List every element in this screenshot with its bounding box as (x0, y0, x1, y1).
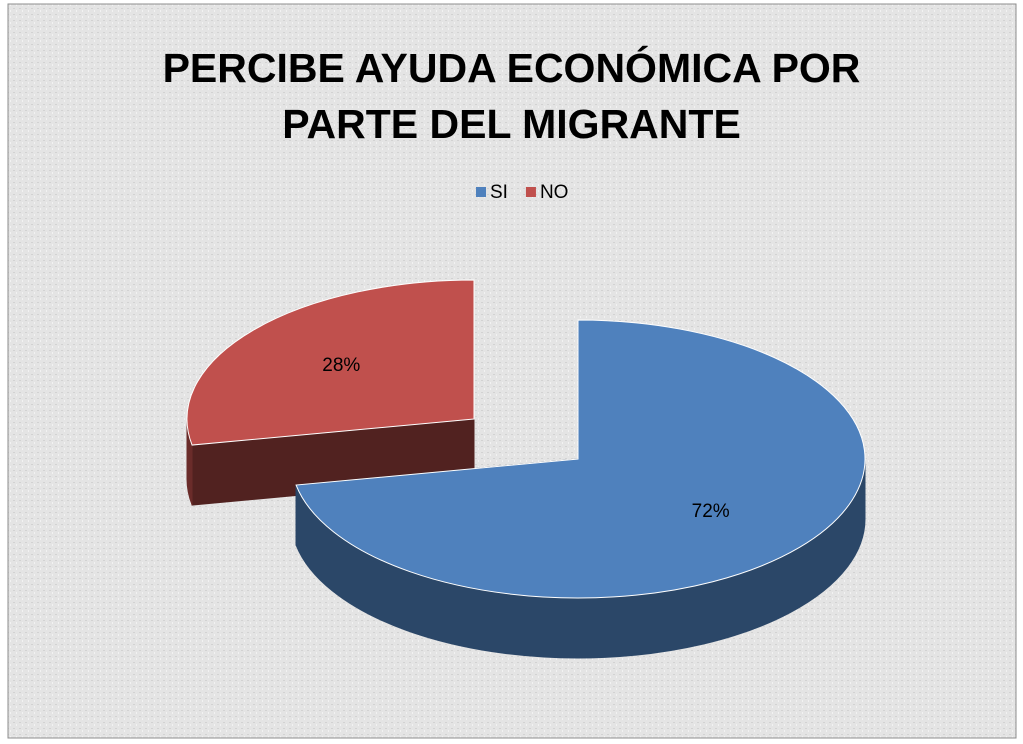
chart-title: PERCIBE AYUDA ECONÓMICA POR PARTE DEL MI… (162, 45, 861, 147)
slice-top (295, 319, 866, 599)
legend-label: SI (490, 182, 508, 203)
data-label: 72% (692, 501, 730, 522)
legend-swatch (525, 187, 536, 197)
slice-top (186, 279, 475, 446)
slice: 72% (295, 319, 866, 659)
legend: SI NO (476, 182, 568, 203)
legend-swatch (476, 187, 486, 197)
pie: 28% 72% (186, 279, 866, 659)
legend-label: NO (540, 182, 569, 203)
data-label: 28% (322, 355, 360, 376)
